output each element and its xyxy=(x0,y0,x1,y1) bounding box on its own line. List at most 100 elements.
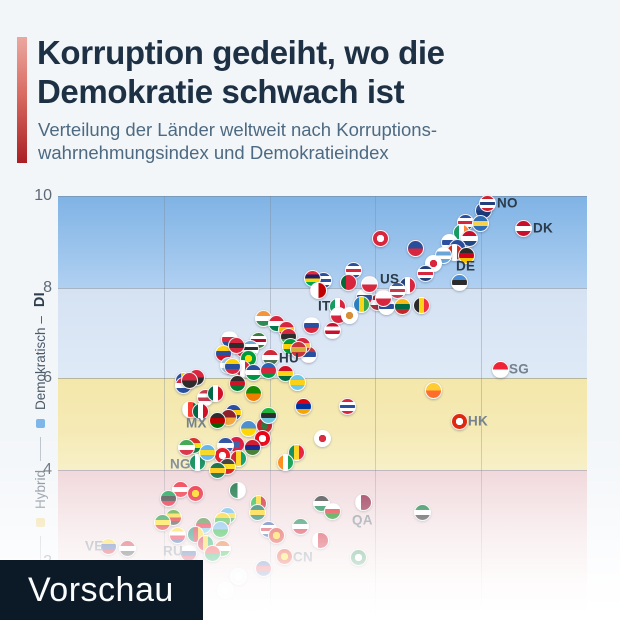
country-dot-se xyxy=(472,215,489,232)
country-dot-bt xyxy=(425,382,442,399)
country-dot-ci xyxy=(277,454,294,471)
country-dot-th xyxy=(339,398,356,415)
country-dot-ke xyxy=(209,412,226,429)
country-dot-mw xyxy=(229,375,246,392)
country-dot-km xyxy=(169,527,186,544)
y-tick-6: 6 xyxy=(43,369,52,386)
country-dot-ae xyxy=(414,504,431,521)
country-dot-be xyxy=(413,297,430,314)
country-label-ru: RU xyxy=(163,543,183,559)
country-label-qa: QA xyxy=(352,512,373,528)
country-label-it: IT xyxy=(318,298,331,314)
y-tick-4: 4 xyxy=(43,461,52,478)
country-dot-mx2 xyxy=(207,385,224,402)
preview-label: Vorschau xyxy=(28,570,174,609)
y-tick-8: 8 xyxy=(43,279,52,296)
country-dot-dj xyxy=(212,521,229,538)
country-dot-nl xyxy=(461,230,478,247)
country-dot-mx xyxy=(192,403,209,420)
country-label-us: US xyxy=(380,271,400,287)
country-dot-ee xyxy=(451,274,468,291)
country-dot-cy xyxy=(341,307,358,324)
country-dot-gq xyxy=(178,439,195,456)
country-dot-lt xyxy=(394,298,411,315)
gridline-horizontal xyxy=(58,378,587,379)
country-dot-no xyxy=(479,195,496,212)
country-label-hk: HK xyxy=(468,413,488,429)
country-label-mx: MX xyxy=(186,415,207,431)
country-label-sg: SG xyxy=(509,361,529,377)
gridline-vertical xyxy=(164,196,165,620)
gridline-vertical xyxy=(375,196,376,620)
country-dot-sa xyxy=(350,549,367,566)
country-dot-bf xyxy=(204,545,221,562)
country-dot-de xyxy=(458,247,475,264)
demokratisch-color-swatch-icon xyxy=(35,418,45,428)
country-dot-ec xyxy=(224,358,241,375)
legend-divider xyxy=(39,436,41,461)
subtitle-line-1: Verteilung der Länder weltweit nach Korr… xyxy=(38,119,438,140)
country-dot-cl xyxy=(375,290,392,307)
country-dot-eg xyxy=(119,540,136,557)
country-label-de: DE xyxy=(456,258,476,274)
gridline-vertical xyxy=(481,196,482,620)
title-line-2: Demokratie schwach ist xyxy=(37,73,405,110)
y-tick-10: 10 xyxy=(34,187,52,204)
country-dot-kh xyxy=(255,560,272,577)
country-label-cn: CN xyxy=(293,549,313,565)
country-dot-mz xyxy=(160,490,177,507)
country-dot-tw xyxy=(407,240,424,257)
country-dot-w2 xyxy=(217,582,234,599)
country-dot-cd xyxy=(199,444,216,461)
country-dot-tg xyxy=(249,504,266,521)
country-dot-na xyxy=(260,362,277,379)
country-dot-lc xyxy=(289,374,306,391)
country-dot-pt xyxy=(340,274,357,291)
country-dot-dz xyxy=(229,482,246,499)
country-label-ng: NG xyxy=(170,456,191,472)
country-dot-et xyxy=(154,514,171,531)
country-dot-hk xyxy=(451,413,468,430)
country-label-dk: DK xyxy=(533,220,553,236)
country-dot-mt xyxy=(310,282,327,299)
country-dot-w1 xyxy=(230,568,247,585)
country-dot-me xyxy=(290,341,307,358)
country-dot-ch xyxy=(372,230,389,247)
country-dot-ge xyxy=(314,430,331,447)
page-subtitle: Verteilung der Länder weltweit nach Korr… xyxy=(38,119,437,164)
title-line-1: Korruption gedeiht, wo die xyxy=(37,34,445,71)
gridline-horizontal xyxy=(58,470,587,471)
country-label-no: NO xyxy=(497,195,518,211)
gridline-horizontal xyxy=(58,196,587,197)
country-dot-qa xyxy=(355,494,372,511)
country-dot-my xyxy=(324,322,341,339)
country-dot-sg xyxy=(492,361,509,378)
country-dot-sk xyxy=(303,317,320,334)
plot-area: 108642NODKDEUSITHUSGHKMXNGVERUQACN xyxy=(34,187,587,620)
page-title: Korruption gedeiht, wo die Demokratie sch… xyxy=(37,33,445,111)
country-label-ve: VE xyxy=(85,538,104,554)
hybrid-color-swatch-icon xyxy=(35,517,45,527)
country-dot-gb xyxy=(417,265,434,282)
country-dot-cn xyxy=(276,548,293,565)
legend-demokratisch-label: Demokratisch – xyxy=(32,316,48,410)
country-dot-vn xyxy=(268,527,285,544)
country-dot-om xyxy=(324,503,341,520)
country-dot-vc xyxy=(353,296,370,313)
country-dot-gm xyxy=(244,439,261,456)
accent-bar xyxy=(17,37,27,163)
preview-badge: Vorschau xyxy=(0,560,203,620)
country-dot-kg xyxy=(187,485,204,502)
country-label-hu: HU xyxy=(279,350,299,366)
band-hybrid xyxy=(58,378,587,470)
country-dot-kw xyxy=(292,518,309,535)
country-dot-zm xyxy=(245,385,262,402)
subtitle-line-2: wahrnehmungsindex und Demokratieindex xyxy=(38,141,389,163)
country-dot-tt xyxy=(228,337,245,354)
country-dot-dk xyxy=(515,220,532,237)
country-dot-bh xyxy=(312,532,329,549)
country-dot-ao xyxy=(181,372,198,389)
country-dot-am xyxy=(295,398,312,415)
country-dot-tz xyxy=(260,407,277,424)
